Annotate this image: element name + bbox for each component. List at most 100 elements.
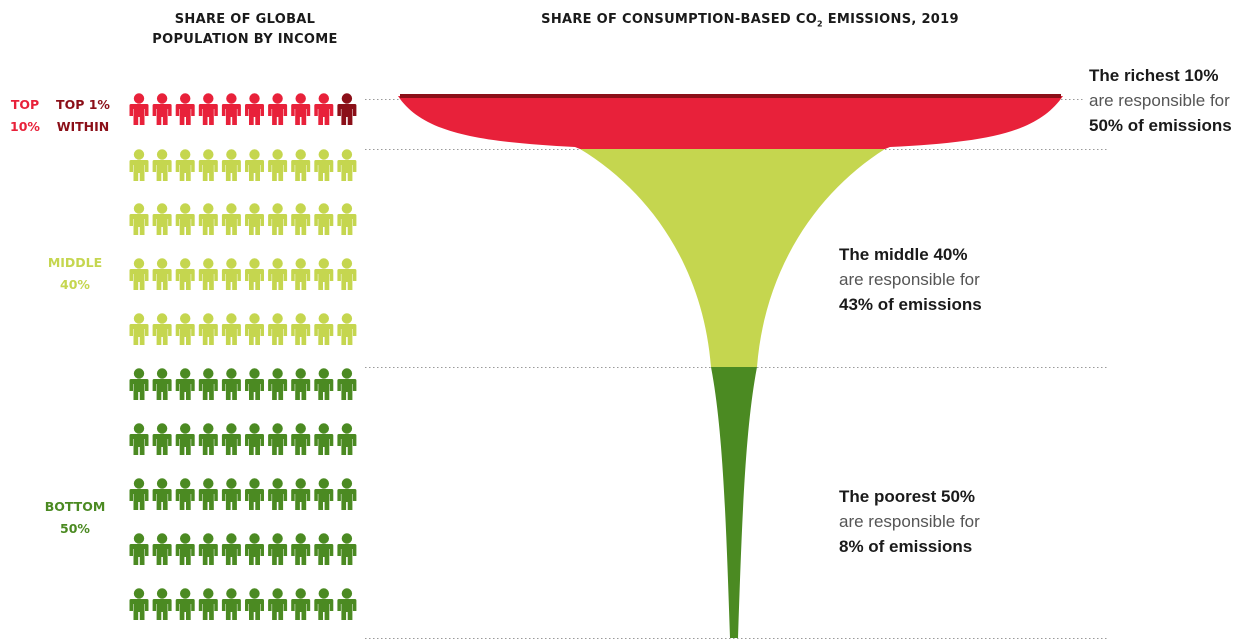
person-icon	[268, 258, 288, 290]
funnel-segment-top	[398, 96, 1063, 149]
annotation-bottom-line3: 8% of emissions	[839, 537, 973, 556]
person-icon	[175, 258, 195, 290]
group-label-top-line1: TOP	[10, 97, 40, 112]
person-icon	[221, 258, 241, 290]
annotation-top-line2: are responsible for	[1089, 91, 1230, 110]
group-label-top1: TOP 1% WITHIN	[48, 94, 118, 138]
person-icon	[314, 93, 334, 125]
person-icon	[245, 203, 264, 235]
person-icon	[152, 149, 172, 181]
person-icon	[245, 478, 264, 510]
person-icon	[152, 478, 172, 510]
person-icon-top1	[337, 93, 357, 125]
person-icon	[291, 149, 311, 181]
funnel-segment-middle	[580, 149, 885, 367]
person-icon	[198, 258, 218, 290]
person-icon	[198, 149, 218, 181]
person-icon	[129, 588, 149, 620]
person-icon	[337, 478, 357, 510]
person-icon	[291, 313, 311, 345]
annotation-top-line3: 50% of emissions	[1089, 116, 1232, 135]
emissions-title-main: SHARE OF CONSUMPTION-BASED CO	[541, 12, 818, 27]
person-icon	[245, 93, 264, 125]
person-icon	[245, 368, 264, 400]
person-icon	[129, 203, 149, 235]
person-icon	[221, 533, 241, 565]
person-icon	[175, 203, 195, 235]
person-icon	[198, 423, 218, 455]
person-icon	[152, 258, 172, 290]
annotation-top: The richest 10% are responsible for 50% …	[1089, 63, 1254, 138]
person-icon	[129, 533, 149, 565]
person-icon	[314, 533, 334, 565]
person-icon	[129, 423, 149, 455]
person-icon	[268, 368, 288, 400]
person-icon	[129, 313, 149, 345]
person-icon	[314, 423, 334, 455]
annotation-middle-line2: are responsible for	[839, 270, 980, 289]
person-icon	[291, 368, 311, 400]
person-icon	[314, 478, 334, 510]
person-icon	[129, 149, 149, 181]
person-icon	[152, 533, 172, 565]
group-label-middle: MIDDLE 40%	[30, 252, 120, 296]
person-icon	[129, 258, 149, 290]
emissions-title-subscript: 2	[817, 19, 823, 29]
group-label-bottom-line1: BOTTOM	[44, 499, 106, 514]
annotation-bottom-line1: The poorest 50%	[839, 487, 976, 506]
person-icon	[221, 478, 241, 510]
person-icon	[291, 533, 311, 565]
person-icon	[245, 313, 264, 345]
person-icon	[221, 588, 241, 620]
person-icon	[337, 368, 357, 400]
person-icon	[314, 203, 334, 235]
person-icon	[221, 313, 241, 345]
group-label-top1-line1: TOP 1%	[56, 97, 110, 112]
person-icon	[175, 423, 195, 455]
person-icon	[291, 588, 311, 620]
person-icon	[268, 423, 288, 455]
person-icon	[152, 93, 172, 125]
person-icon	[337, 313, 357, 345]
person-icon	[175, 478, 195, 510]
person-icon	[314, 258, 334, 290]
person-icon	[245, 533, 264, 565]
group-label-bottom: BOTTOM 50%	[30, 496, 120, 540]
person-icon	[175, 588, 195, 620]
person-icon	[245, 258, 264, 290]
funnel-segment-bottom	[711, 367, 757, 638]
annotation-middle-line1: The middle 40%	[839, 245, 968, 264]
person-icon	[291, 203, 311, 235]
person-icon	[198, 478, 218, 510]
person-icon	[175, 93, 195, 125]
person-icon	[221, 423, 241, 455]
person-icon	[268, 313, 288, 345]
person-icon	[268, 533, 288, 565]
person-icon	[152, 423, 172, 455]
group-label-top: TOP 10%	[2, 94, 48, 138]
population-title-line-2: POPULATION BY INCOME	[152, 32, 338, 47]
person-icon	[221, 149, 241, 181]
person-icon	[221, 93, 241, 125]
person-icon	[198, 93, 218, 125]
person-icon	[291, 93, 311, 125]
group-label-middle-line2: 40%	[60, 277, 90, 292]
person-icon	[198, 203, 218, 235]
emissions-title: SHARE OF CONSUMPTION-BASED CO2 EMISSIONS…	[470, 10, 1030, 35]
annotation-middle: The middle 40% are responsible for 43% o…	[839, 242, 1029, 317]
person-icon	[337, 588, 357, 620]
person-icon	[175, 533, 195, 565]
annotation-bottom: The poorest 50% are responsible for 8% o…	[839, 484, 1029, 559]
person-icon	[268, 93, 288, 125]
funnel-top1-band	[400, 94, 1061, 98]
person-icon	[268, 203, 288, 235]
group-label-top-line2: 10%	[10, 119, 40, 134]
person-icon	[291, 258, 311, 290]
person-icon	[175, 313, 195, 345]
icon-grid	[129, 93, 357, 620]
person-icon	[221, 368, 241, 400]
person-icon	[245, 149, 264, 181]
person-icon	[314, 313, 334, 345]
person-icon	[291, 423, 311, 455]
person-icon	[198, 313, 218, 345]
